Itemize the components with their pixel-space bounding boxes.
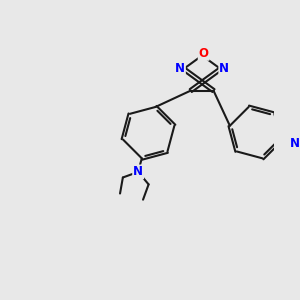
Text: N: N [175, 62, 185, 75]
Text: O: O [199, 47, 209, 60]
Text: N: N [133, 165, 143, 178]
Text: N: N [290, 137, 300, 150]
Text: N: N [219, 62, 229, 75]
